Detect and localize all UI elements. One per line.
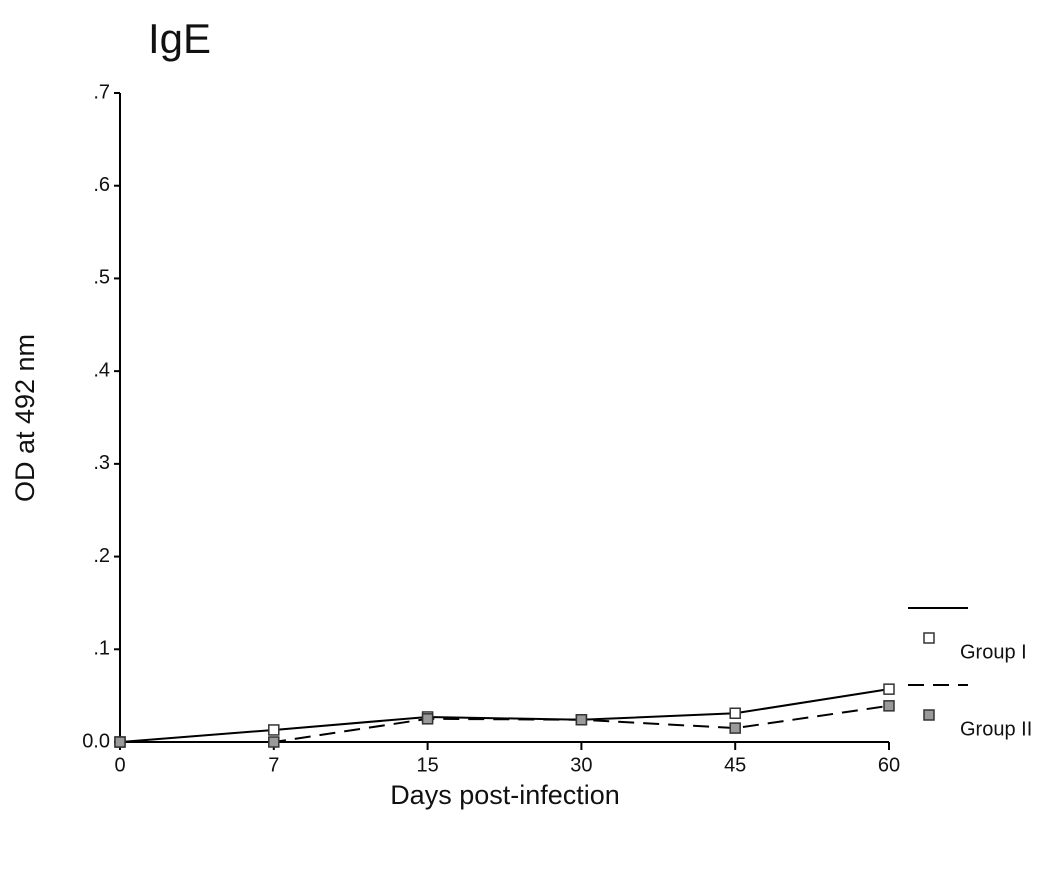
y-tick-label: .2	[93, 545, 110, 567]
data-point	[729, 707, 741, 720]
data-point	[268, 736, 280, 748]
x-tick-label: 0	[114, 754, 125, 776]
x-tick-label: 7	[268, 754, 279, 776]
legend-marker	[923, 709, 935, 721]
y-tick-label: .5	[93, 267, 110, 289]
series-line	[120, 704, 890, 743]
data-point	[883, 700, 895, 712]
legend-marker	[923, 632, 935, 644]
x-axis-label: Days post-infection	[390, 780, 620, 810]
series-line	[119, 688, 890, 743]
x-tick-label: 30	[570, 754, 592, 776]
y-tick-label: .6	[93, 174, 110, 196]
data-point	[268, 724, 280, 736]
x-tick-label: 15	[416, 754, 438, 776]
data-point	[421, 713, 434, 725]
y-axis-label: OD at 492 nm	[10, 334, 40, 502]
data-point	[729, 722, 741, 734]
data-point	[575, 713, 588, 726]
data-point	[883, 683, 895, 695]
x-tick-label: 45	[724, 754, 746, 776]
chart-title: IgE	[148, 15, 211, 62]
legend-label: Group II	[960, 718, 1032, 740]
x-tick-label: 60	[878, 754, 900, 776]
y-tick-label: .7	[93, 81, 110, 103]
y-tick-label: .1	[93, 638, 110, 660]
y-tick-label: 0.0	[82, 730, 110, 752]
legend-label: Group I	[960, 641, 1027, 663]
y-tick-label: .3	[93, 452, 110, 474]
y-tick-label: .4	[93, 359, 110, 381]
data-point	[114, 736, 126, 748]
